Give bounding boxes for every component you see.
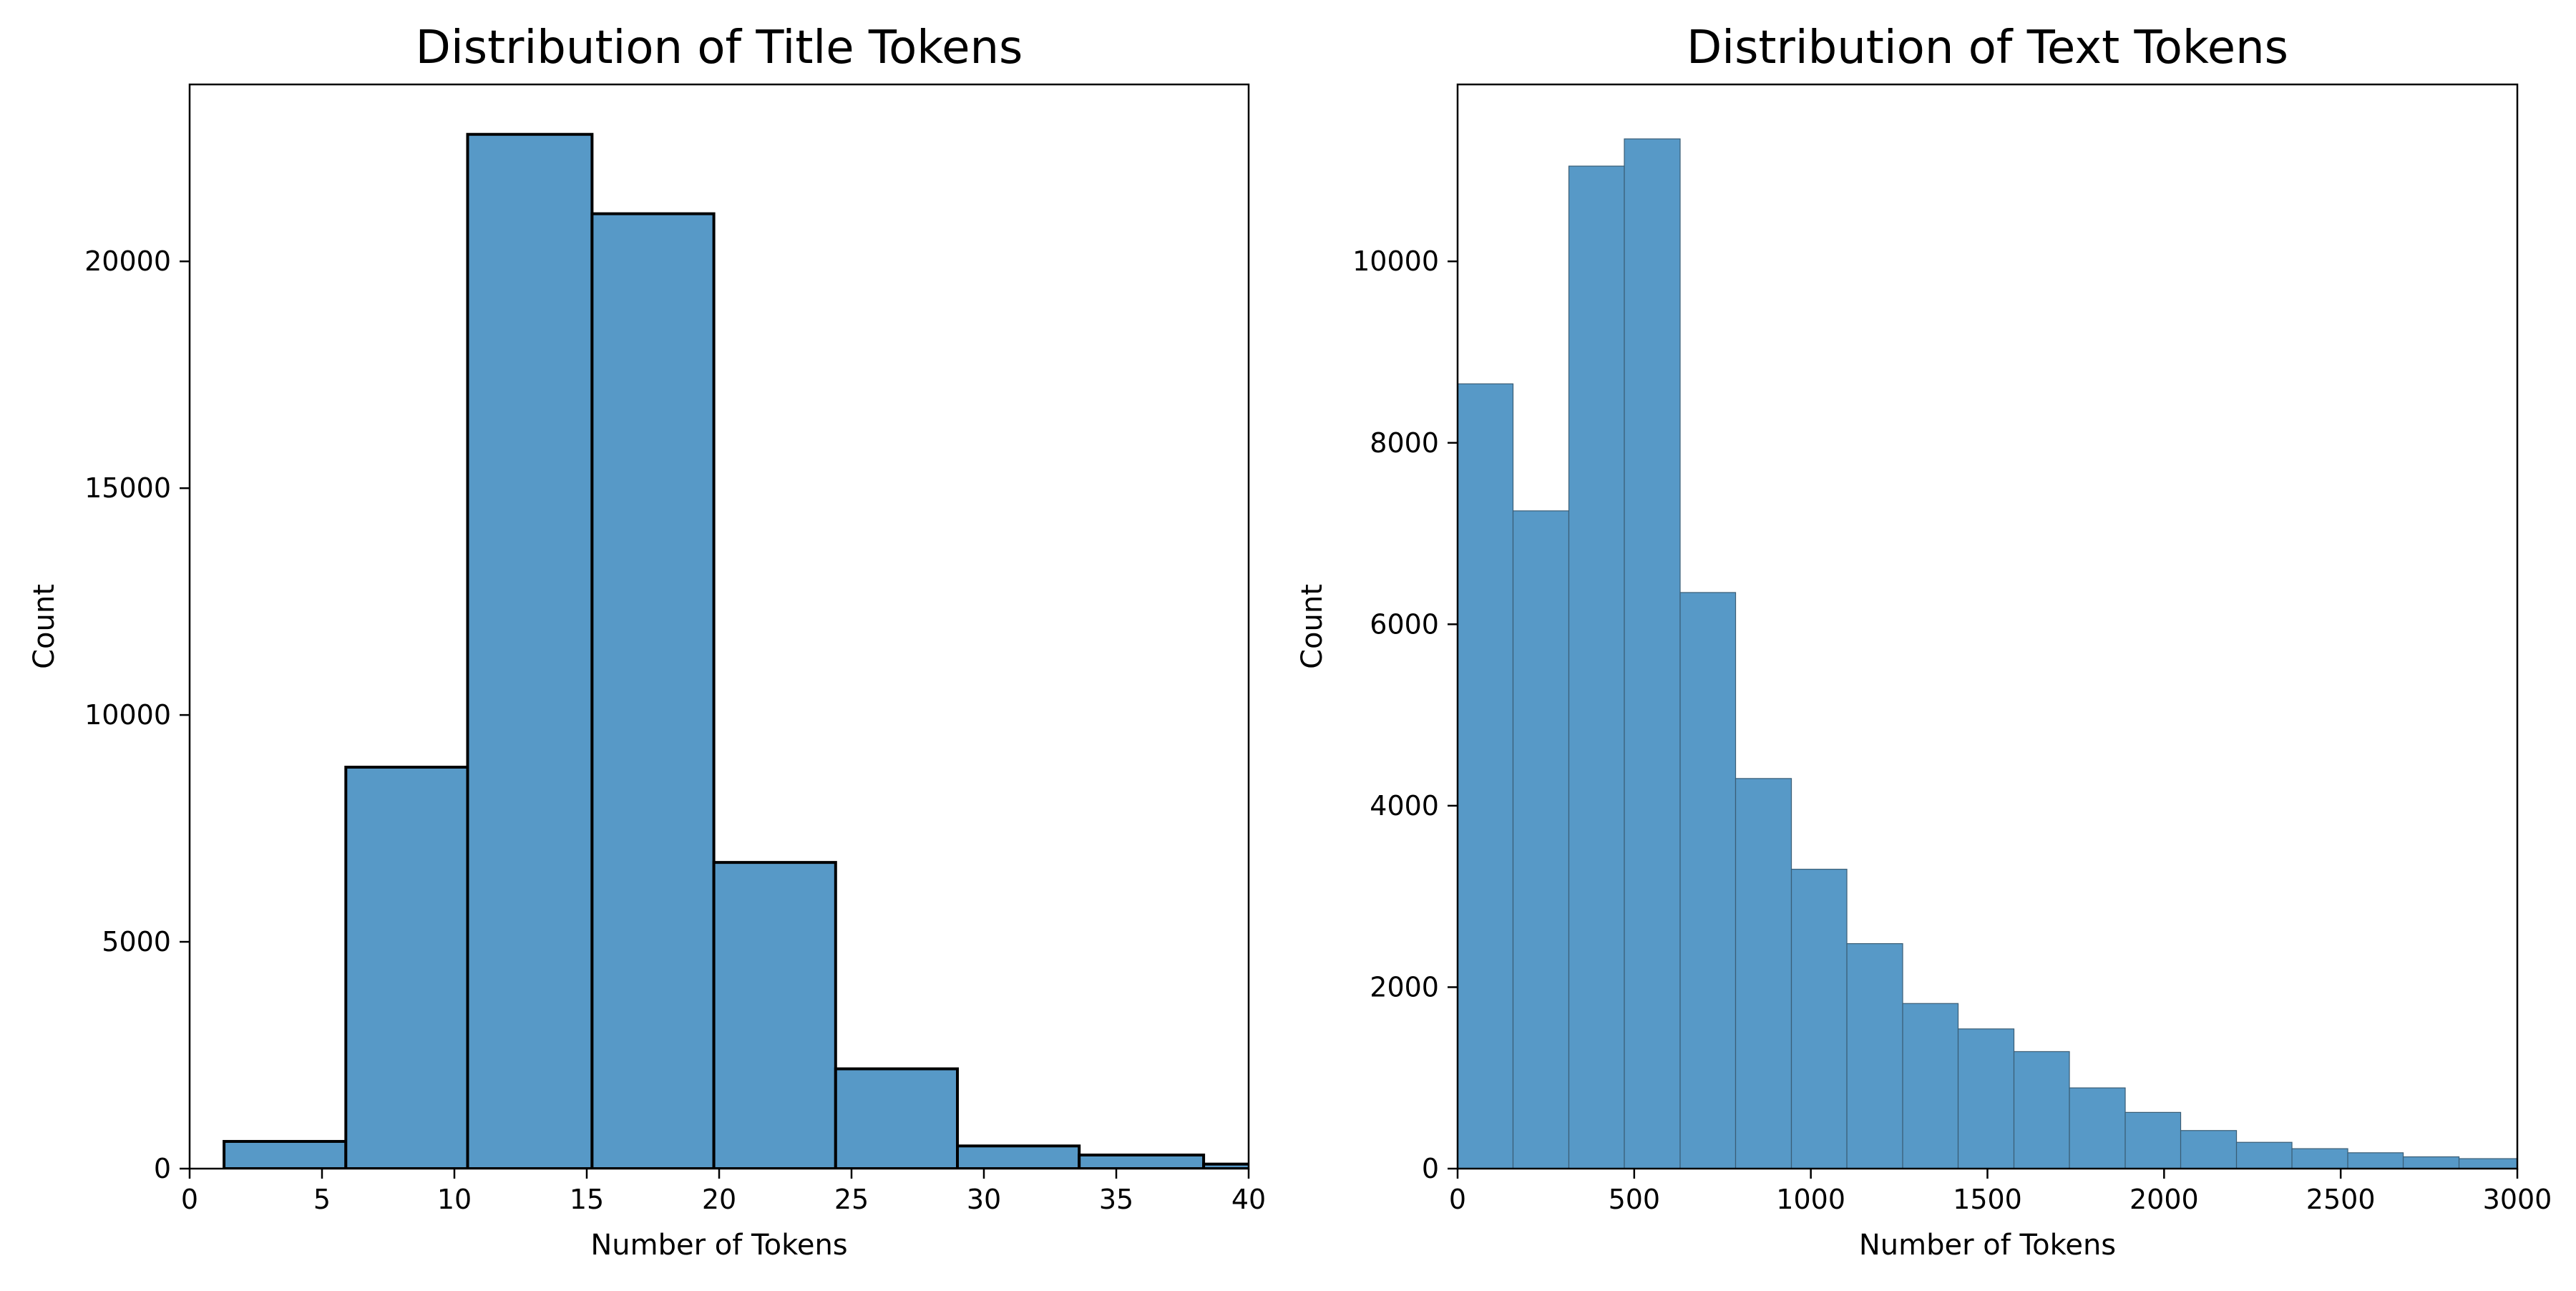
bar-16 [2291, 1148, 2348, 1169]
y-tick-label: 4000 [1370, 790, 1439, 822]
chart-title: Distribution of Title Tokens [416, 21, 1023, 74]
bar-1 [223, 1139, 348, 1169]
bar-5 [1679, 592, 1737, 1169]
x-tick-label: 0 [1449, 1184, 1466, 1215]
x-tick-label: 1500 [1953, 1184, 2022, 1215]
x-tick-label: 0 [181, 1184, 198, 1215]
chart-title: Distribution of Text Tokens [1687, 21, 2288, 74]
x-tick-label: 3000 [2483, 1184, 2552, 1215]
bar-6 [834, 1067, 960, 1169]
chart-2: 0 500 1000 1500 2000 2500 3000 0 2000 4000 6000 800… [1296, 21, 2552, 1262]
y-axis-label: Count [28, 584, 61, 669]
x-axis-label: Number of Tokens [590, 1229, 847, 1262]
bars [223, 132, 1249, 1169]
y-axis-label: Count [1296, 584, 1329, 669]
y-tick-label: 2000 [1370, 971, 1439, 1003]
x-tick-label: 500 [1609, 1184, 1661, 1215]
bar-4 [590, 212, 716, 1169]
y-tick-label: 5000 [102, 926, 171, 958]
x-tick-label: 35 [1099, 1184, 1133, 1215]
bar-7 [1790, 869, 1848, 1169]
y-tick-label: 0 [154, 1153, 171, 1184]
y-tick-label: 15000 [84, 472, 171, 504]
bar-7 [956, 1144, 1081, 1169]
chart-1: 0 5 10 15 20 25 30 35 40 0 5000 10000 15000 20000 Dist… [28, 21, 1266, 1262]
bars [1458, 138, 2517, 1169]
bar-10 [1957, 1028, 2015, 1169]
x-tick-label: 20 [702, 1184, 736, 1215]
bar-11 [2013, 1051, 2070, 1169]
x-tick-label: 1000 [1776, 1184, 1845, 1215]
y-tick-label: 0 [1422, 1153, 1439, 1184]
bar-19 [2458, 1158, 2517, 1169]
y-tick-label: 6000 [1370, 608, 1439, 640]
bar-15 [2235, 1141, 2293, 1169]
bar-8 [1846, 942, 1903, 1169]
y-tick-label: 10000 [84, 699, 171, 731]
bar-3 [1568, 165, 1625, 1169]
x-tick-label: 25 [834, 1184, 869, 1215]
x-tick-label: 5 [313, 1184, 331, 1215]
bar-17 [2347, 1152, 2404, 1169]
x-tick-label: 10 [437, 1184, 472, 1215]
bar-6 [1735, 778, 1792, 1169]
bar-13 [2124, 1111, 2182, 1169]
bar-3 [466, 132, 594, 1169]
bar-2 [344, 766, 469, 1169]
x-tick-label: 2500 [2306, 1184, 2376, 1215]
x-tick-label: 2000 [2129, 1184, 2199, 1215]
y-tick-label: 10000 [1352, 245, 1439, 277]
bar-5 [712, 861, 837, 1169]
bar-9 [1202, 1162, 1249, 1169]
bar-9 [1902, 1003, 1959, 1169]
bar-4 [1624, 138, 1681, 1169]
bar-12 [2069, 1087, 2126, 1169]
x-tick-label: 40 [1231, 1184, 1266, 1215]
x-tick-label: 15 [570, 1184, 604, 1215]
y-tick-label: 20000 [84, 245, 171, 277]
x-tick-label: 30 [967, 1184, 1001, 1215]
bar-14 [2180, 1130, 2238, 1169]
bar-8 [1078, 1153, 1206, 1169]
x-axis-label: Number of Tokens [1859, 1229, 2116, 1262]
bar-2 [1512, 510, 1570, 1169]
bar-1 [1458, 383, 1514, 1169]
y-tick-label: 8000 [1370, 427, 1439, 459]
bar-18 [2402, 1156, 2460, 1169]
